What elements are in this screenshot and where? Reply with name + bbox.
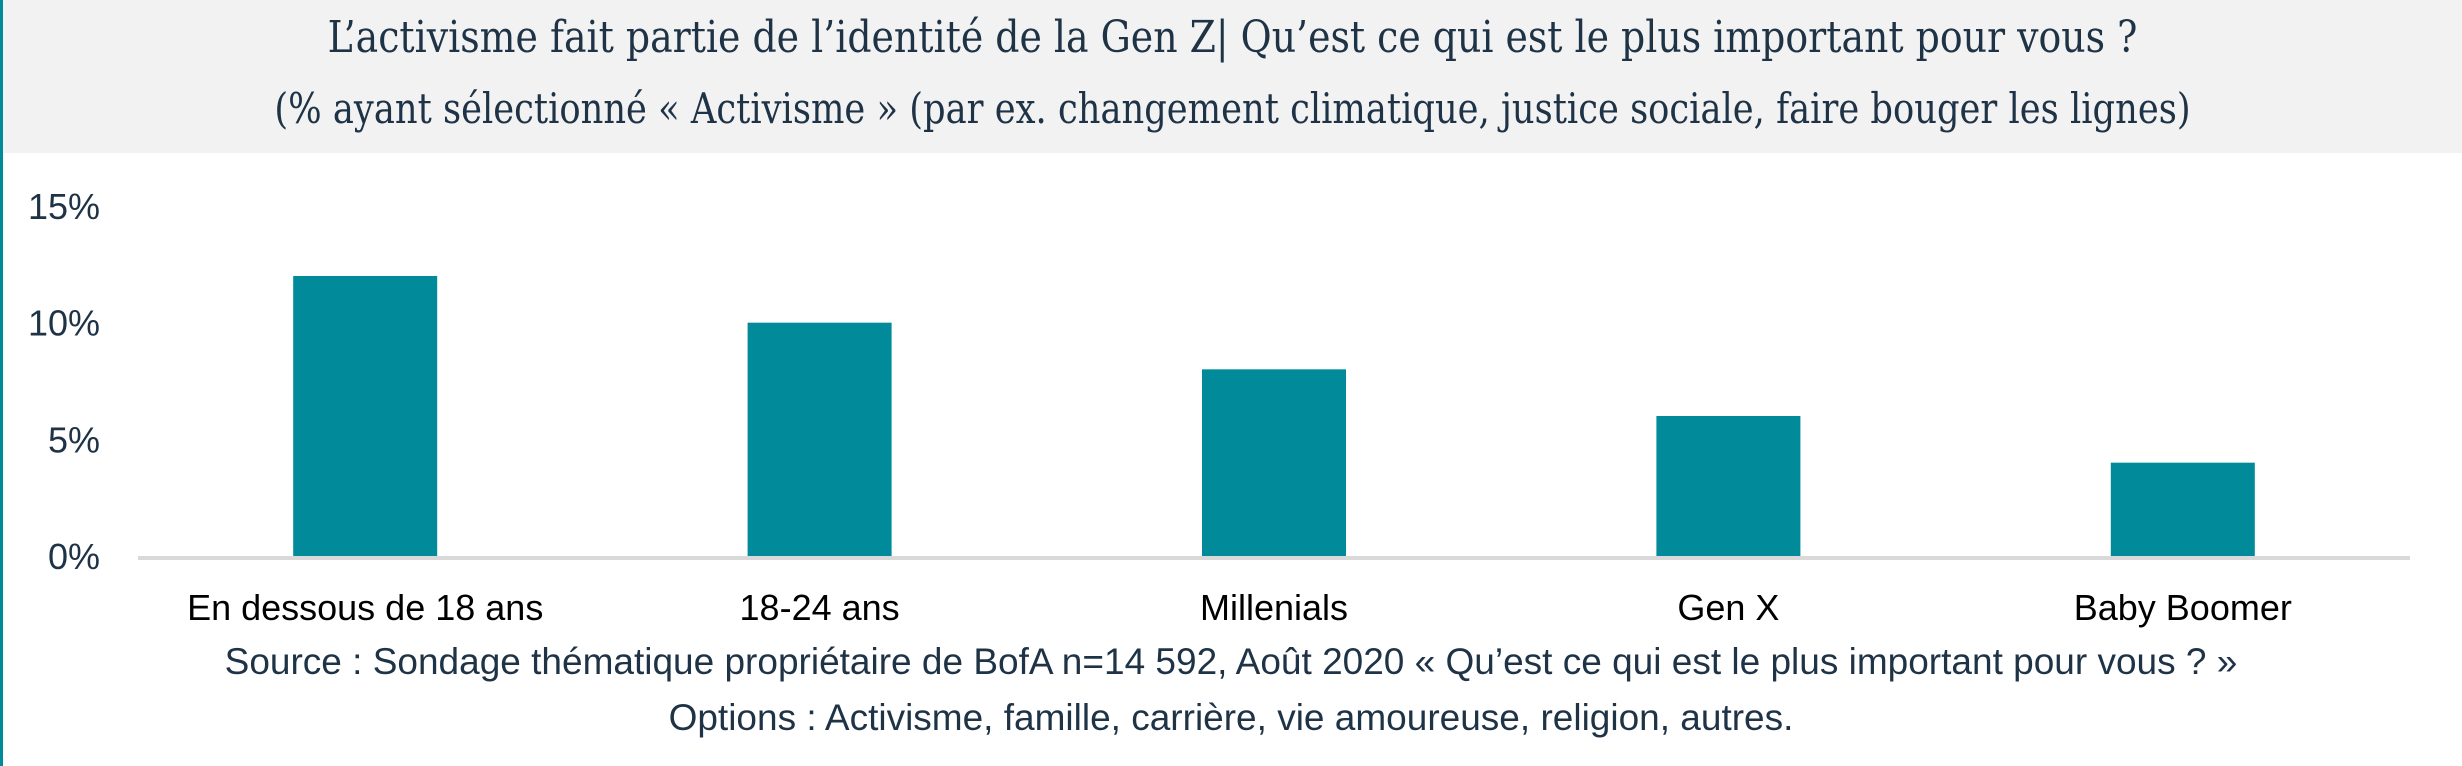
x-tick-label: Gen X bbox=[1677, 587, 1779, 628]
bar bbox=[1656, 416, 1801, 556]
y-tick-label: 10% bbox=[28, 303, 100, 344]
y-tick-label: 5% bbox=[48, 419, 100, 460]
y-tick-label: 0% bbox=[48, 536, 100, 577]
bar bbox=[747, 322, 892, 556]
x-tick-label: En dessous de 18 ans bbox=[187, 587, 543, 628]
x-tick-label: Baby Boomer bbox=[2074, 587, 2292, 628]
y-tick-label: 15% bbox=[28, 186, 100, 227]
chart-title: L’activisme fait partie de l’identité de… bbox=[327, 12, 2138, 63]
bar bbox=[293, 276, 438, 556]
bar bbox=[1202, 369, 1346, 556]
bar bbox=[2110, 462, 2255, 556]
chart-header: L’activisme fait partie de l’identité de… bbox=[3, 0, 2462, 153]
chart-subtitle: (% ayant sélectionné « Activisme » (par … bbox=[274, 84, 2191, 133]
x-tick-label: 18-24 ans bbox=[740, 587, 900, 628]
x-tick-label: Millenials bbox=[1200, 587, 1348, 628]
chart-note: Options : Activisme, famille, carrière, … bbox=[668, 697, 1794, 738]
chart-source: Source : Sondage thématique propriétaire… bbox=[224, 641, 2238, 682]
